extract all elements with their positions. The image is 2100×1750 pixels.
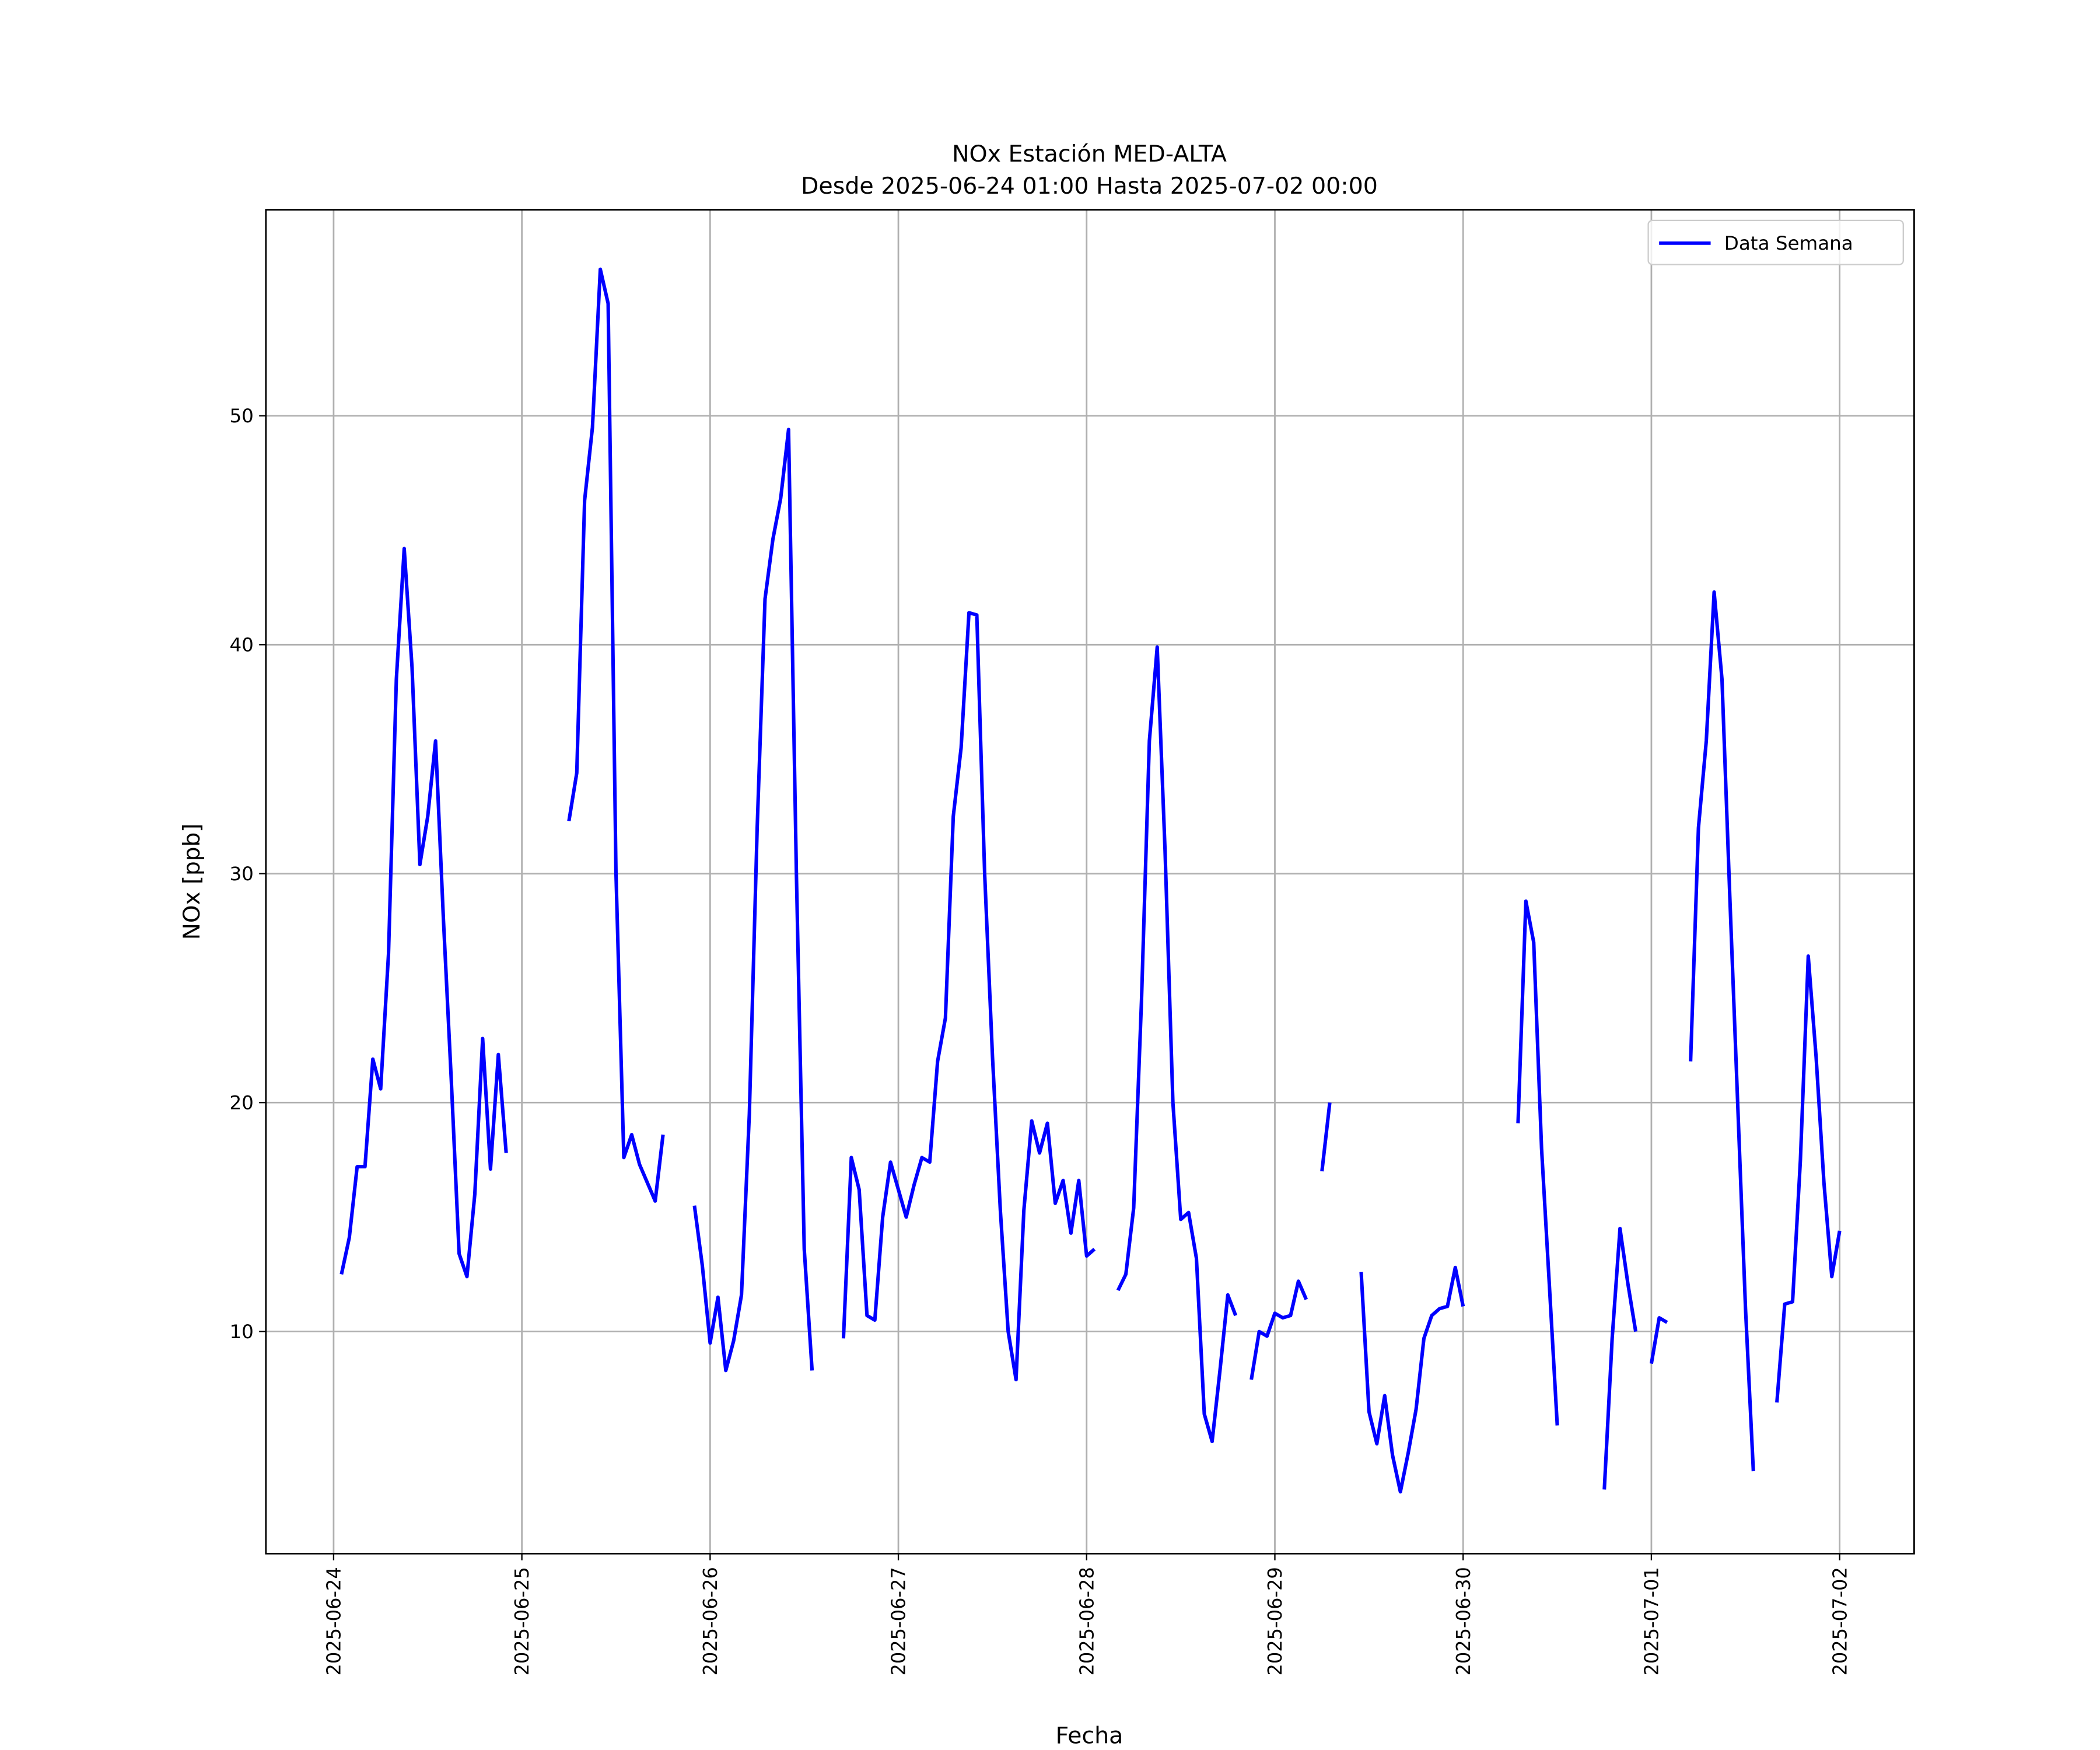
y-tick-label: 20	[229, 1092, 253, 1114]
x-tick-label: 2025-06-27	[887, 1567, 909, 1675]
x-tick-label: 2025-06-24	[323, 1567, 345, 1675]
y-tick-label: 50	[229, 405, 253, 427]
legend-box	[1647, 219, 1904, 265]
x-tick-label: 2025-06-26	[699, 1567, 722, 1675]
x-tick-label: 2025-06-28	[1076, 1567, 1098, 1675]
x-tick-label: 2025-06-29	[1264, 1567, 1286, 1675]
data-line	[340, 267, 1842, 1494]
y-tick-label: 10	[229, 1321, 253, 1343]
chart-subtitle: Desde 2025-06-24 01:00 Hasta 2025-07-02 …	[801, 173, 1378, 200]
x-tick-label: 2025-06-30	[1452, 1567, 1475, 1675]
y-axis-label: NOx [ppb]	[179, 824, 205, 940]
x-tick-label: 2025-07-01	[1640, 1567, 1662, 1675]
chart-title: NOx Estación MED-ALTA	[952, 141, 1227, 167]
y-tick-label: 40	[229, 634, 253, 656]
plot-frame	[265, 209, 1915, 1555]
y-tick-label: 30	[229, 863, 253, 885]
x-axis-label: Fecha	[1056, 1723, 1124, 1749]
x-tick-label: 2025-07-02	[1829, 1567, 1851, 1675]
legend-label: Data Semana	[1724, 232, 1853, 254]
x-tick-label: 2025-06-25	[511, 1567, 533, 1675]
